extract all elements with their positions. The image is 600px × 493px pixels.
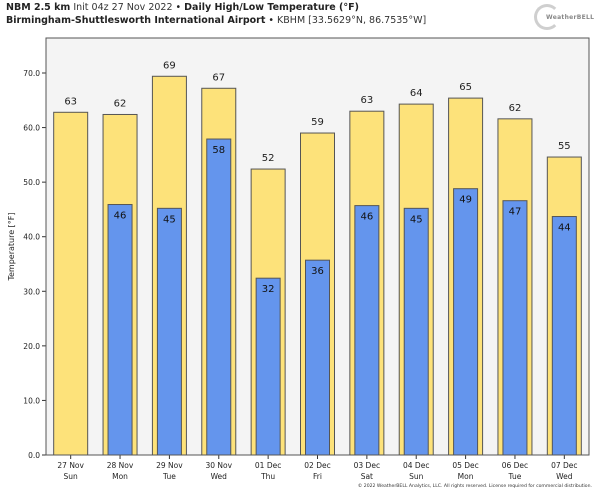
logo-text: WeatherBELL xyxy=(546,14,595,21)
weatherbell-logo: WeatherBELL xyxy=(530,2,594,34)
model-name: NBM 2.5 km xyxy=(6,2,71,13)
plot-frame xyxy=(45,37,590,456)
x-tick-label: 06 Dec xyxy=(502,461,528,470)
y-tick-label: 10.0 xyxy=(23,396,40,405)
low-value-label: 46 xyxy=(360,212,373,223)
y-axis-label: Temperature [°F] xyxy=(7,212,16,281)
low-value-label: 47 xyxy=(509,207,522,218)
low-bar xyxy=(403,207,429,456)
low-bar xyxy=(305,259,330,456)
x-tick-label: 07 Dec xyxy=(551,461,577,470)
high-value-label: 65 xyxy=(459,82,472,93)
low-value-label: 45 xyxy=(410,214,423,225)
low-value-label: 49 xyxy=(459,195,472,206)
low-value-label: 32 xyxy=(262,284,275,295)
x-tick-label: 27 Nov xyxy=(57,461,84,470)
low-value-label: 58 xyxy=(212,145,225,156)
x-tick-label: 28 Nov xyxy=(107,461,134,470)
low-bar xyxy=(255,277,281,456)
high-value-label: 63 xyxy=(360,95,373,106)
header-line-2: Birmingham-Shuttlesworth International A… xyxy=(6,15,426,27)
high-value-label: 55 xyxy=(558,141,571,152)
y-tick-label: 50.0 xyxy=(23,178,40,187)
x-tick-weekday: Mon xyxy=(458,472,474,481)
x-tick-label: 30 Nov xyxy=(205,461,232,470)
x-tick-weekday: Fri xyxy=(313,472,322,481)
init-time: Init 04z 27 Nov 2022 xyxy=(73,2,173,13)
low-value-label: 44 xyxy=(558,223,571,234)
x-tick-weekday: Wed xyxy=(211,472,228,481)
x-tick-label: 04 Dec xyxy=(403,461,429,470)
high-value-label: 64 xyxy=(410,88,423,99)
product-title: Daily High/Low Temperature (°F) xyxy=(184,2,359,13)
low-bar xyxy=(502,200,528,456)
high-value-label: 67 xyxy=(212,72,225,83)
low-bar xyxy=(107,204,133,456)
x-tick-weekday: Sat xyxy=(361,472,373,481)
x-tick-weekday: Mon xyxy=(112,472,128,481)
x-tick-weekday: Wed xyxy=(556,472,573,481)
high-value-label: 69 xyxy=(163,60,176,71)
y-tick-label: 20.0 xyxy=(23,342,40,351)
logo-swirl-icon xyxy=(534,4,560,30)
low-bar xyxy=(206,138,232,456)
low-bar xyxy=(354,205,380,456)
low-value-label: 46 xyxy=(114,211,127,222)
low-value-label: 36 xyxy=(311,266,324,277)
y-tick-label: 0.0 xyxy=(28,451,40,460)
y-tick-label: 70.0 xyxy=(23,69,40,78)
station-info: KBHM [33.5629°N, 86.7535°W] xyxy=(277,15,427,26)
low-bar xyxy=(551,216,577,456)
separator: • xyxy=(268,15,275,26)
y-tick-label: 30.0 xyxy=(23,287,40,296)
high-bar xyxy=(53,111,89,456)
x-tick-weekday: Tue xyxy=(508,472,522,481)
y-tick-label: 40.0 xyxy=(23,233,40,242)
low-bar xyxy=(156,207,182,456)
x-tick-weekday: Thu xyxy=(260,472,275,481)
x-tick-weekday: Sun xyxy=(409,472,424,481)
header-line-1: NBM 2.5 km Init 04z 27 Nov 2022 • Daily … xyxy=(6,2,359,14)
x-tick-label: 03 Dec xyxy=(354,461,380,470)
x-tick-weekday: Tue xyxy=(162,472,176,481)
low-bar xyxy=(453,188,479,456)
x-tick-weekday: Sun xyxy=(64,472,79,481)
x-tick-label: 29 Nov xyxy=(156,461,183,470)
high-value-label: 52 xyxy=(262,153,275,164)
y-tick-label: 60.0 xyxy=(23,124,40,133)
high-value-label: 59 xyxy=(311,117,324,128)
high-value-label: 62 xyxy=(509,103,522,114)
high-value-label: 62 xyxy=(114,98,127,109)
separator: • xyxy=(175,2,182,13)
low-value-label: 45 xyxy=(163,214,176,225)
high-value-label: 63 xyxy=(64,96,77,107)
location-name: Birmingham-Shuttlesworth International A… xyxy=(6,15,266,26)
x-tick-label: 05 Dec xyxy=(452,461,478,470)
copyright: © 2022 WeatherBELL Analytics, LLC. All r… xyxy=(357,484,592,489)
x-tick-label: 02 Dec xyxy=(304,461,330,470)
x-tick-label: 01 Dec xyxy=(255,461,281,470)
